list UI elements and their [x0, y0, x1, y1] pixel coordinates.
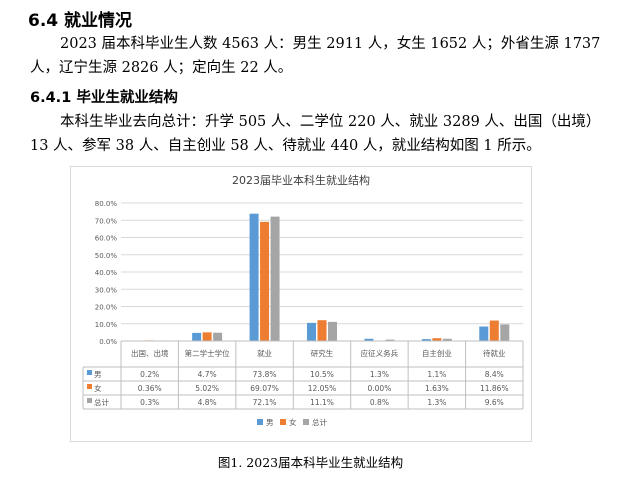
- bar-男-1: [192, 332, 202, 341]
- bar-男-5: [421, 339, 431, 341]
- bar-总计-4: [385, 339, 395, 341]
- bar-女-5: [432, 338, 442, 341]
- y-tick-label: 30.0%: [95, 286, 118, 294]
- table-value: 0.3%: [140, 398, 159, 407]
- table-value: 10.5%: [310, 370, 334, 379]
- bar-总计-5: [442, 338, 452, 341]
- legend-swatch-男: [257, 419, 263, 425]
- legend-key-男: [87, 370, 92, 375]
- table-value: 4.8%: [198, 398, 217, 407]
- y-tick-label: 0.0%: [99, 338, 117, 346]
- legend-label: 男: [266, 418, 274, 427]
- y-tick-label: 40.0%: [95, 269, 118, 277]
- subsection-title: 6.4.1 毕业生就业结构: [30, 90, 178, 106]
- table-value: 4.7%: [198, 370, 217, 379]
- table-value: 0.36%: [138, 384, 162, 393]
- legend-key-总计: [87, 398, 92, 403]
- category-label: 研究生: [311, 348, 334, 358]
- bar-男-6: [479, 326, 489, 341]
- table-value: 69.07%: [250, 384, 279, 393]
- bar-女-3: [317, 320, 327, 341]
- table-value: 8.4%: [485, 370, 504, 379]
- y-tick-label: 50.0%: [95, 252, 118, 260]
- chart-title: 2023届毕业本科生就业结构: [232, 173, 370, 187]
- table-value: 0.2%: [140, 370, 159, 379]
- bar-男-3: [307, 322, 316, 341]
- legend-swatch-总计: [303, 419, 309, 425]
- bar-总计-2: [270, 216, 280, 341]
- table-value: 0.00%: [368, 384, 392, 393]
- table-value: 0.8%: [370, 398, 389, 407]
- bar-总计-1: [213, 332, 223, 341]
- section-title: 6.4 就业情况: [28, 11, 133, 31]
- summary-paragraph: 2023 届本科毕业生人数 4563 人：男生 2911 人，女生 1652 人…: [30, 36, 601, 76]
- bar-女-6: [489, 320, 499, 341]
- destination-paragraph: 本科生毕业去向总计：升学 505 人、二学位 220 人、就业 3289 人、出…: [30, 114, 601, 154]
- category-label: 待就业: [483, 348, 506, 358]
- table-value: 1.63%: [425, 384, 449, 393]
- bar-女-2: [260, 221, 270, 341]
- table-value: 1.3%: [427, 398, 446, 407]
- legend-key-女: [87, 384, 92, 389]
- bar-女-1: [202, 332, 212, 341]
- series-row-label: 男: [94, 370, 102, 379]
- bar-男-4: [364, 338, 374, 341]
- table-value: 9.6%: [485, 398, 504, 407]
- series-row-label: 总计: [94, 397, 109, 407]
- chart-container: 2023届毕业本科生就业结构 0.0% 10.0% 20.0% 30.0% 40.0% 50…: [70, 166, 532, 442]
- y-tick-label: 80.0%: [95, 200, 118, 208]
- bar-总计-3: [328, 321, 337, 341]
- bar-男-2: [249, 213, 259, 341]
- legend-label: 女: [289, 417, 297, 427]
- category-label: 就业: [257, 348, 272, 358]
- y-tick-label: 60.0%: [95, 235, 118, 243]
- table-value: 72.1%: [253, 398, 277, 407]
- category-label: 第二学士学位: [185, 348, 230, 358]
- category-label: 自主创业: [422, 348, 452, 358]
- table-value: 1.1%: [427, 370, 446, 379]
- table-value: 12.05%: [308, 384, 337, 393]
- table-value: 1.3%: [370, 370, 389, 379]
- table-value: 5.02%: [195, 384, 219, 393]
- category-label: 出国、出境: [131, 348, 169, 358]
- bar-总计-6: [500, 324, 510, 341]
- employment-structure-chart: 2023届毕业本科生就业结构 0.0% 10.0% 20.0% 30.0% 40.0% 50…: [82, 173, 524, 427]
- table-value: 11.1%: [310, 398, 334, 407]
- y-tick-label: 70.0%: [95, 217, 118, 225]
- series-row-label: 女: [94, 383, 102, 393]
- legend-label: 总计: [312, 417, 327, 427]
- y-tick-label: 10.0%: [95, 321, 118, 329]
- table-value: 11.86%: [480, 384, 509, 393]
- y-tick-label: 20.0%: [95, 304, 118, 312]
- legend-swatch-女: [280, 419, 286, 425]
- table-value: 73.8%: [253, 370, 277, 379]
- figure-caption: 图1. 2023届本科毕业生就业结构: [217, 455, 404, 470]
- category-label: 应征义务兵: [361, 348, 399, 358]
